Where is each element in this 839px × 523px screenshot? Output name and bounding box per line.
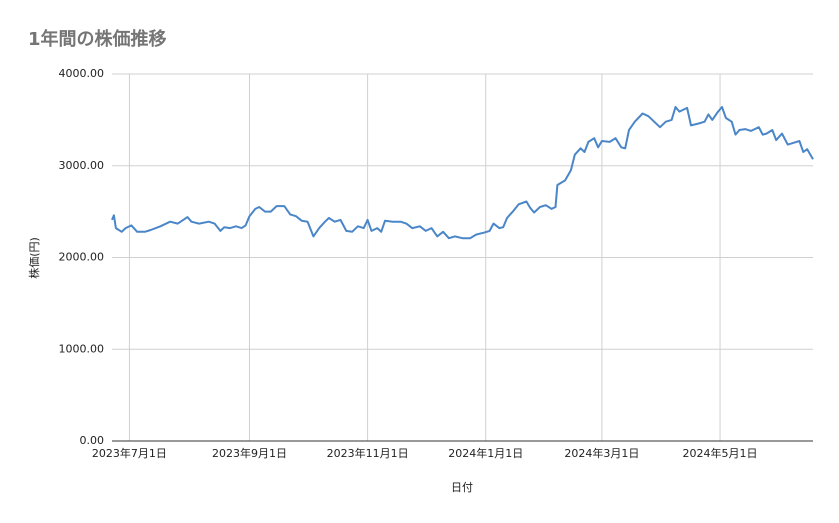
y-tick-label: 1000.00 xyxy=(59,342,105,355)
x-tick-label: 2023年7月1日 xyxy=(92,446,167,460)
x-tick-label: 2024年3月1日 xyxy=(564,446,639,460)
y-tick-label: 3000.00 xyxy=(59,159,105,172)
x-axis-title: 日付 xyxy=(451,481,473,494)
x-tick-label: 2024年1月1日 xyxy=(448,446,523,460)
x-tick-label: 2023年9月1日 xyxy=(212,446,287,460)
data-line xyxy=(111,106,814,240)
y-tick-label: 4000.00 xyxy=(59,67,105,80)
chart-title: 1年間の株価推移 xyxy=(28,28,167,50)
y-axis-title: 株価(円) xyxy=(27,237,41,279)
x-tick-label: 2023年11月1日 xyxy=(327,446,409,460)
y-tick-label: 0.00 xyxy=(80,434,105,447)
y-tick-label: 2000.00 xyxy=(59,251,105,264)
x-tick-label: 2024年5月1日 xyxy=(683,446,758,460)
